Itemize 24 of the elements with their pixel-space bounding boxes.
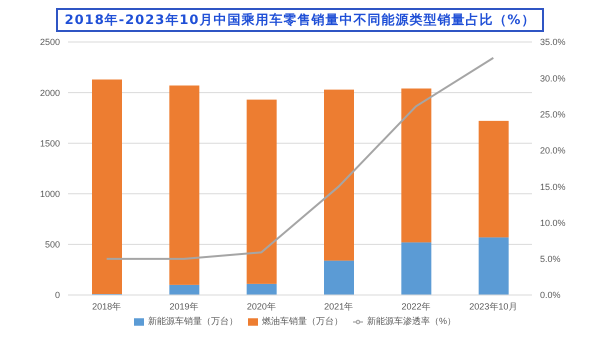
x-tick-label: 2018年 bbox=[92, 301, 122, 312]
y2-tick-label: 30.0% bbox=[540, 73, 566, 84]
legend-label: 新能源车销量（万台） bbox=[148, 316, 238, 326]
x-tick-label: 2019年 bbox=[169, 301, 199, 312]
y2-tick-label: 5.0% bbox=[540, 254, 561, 264]
y-tick-label: 2500 bbox=[40, 37, 60, 48]
y-tick-label: 1500 bbox=[40, 138, 60, 148]
y2-tick-label: 20.0% bbox=[540, 146, 566, 156]
y-tick-label: 2000 bbox=[40, 88, 60, 98]
chart-title: 2018年-2023年10月中国乘用车零售销量中不同能源类型销量占比（%） bbox=[56, 8, 544, 32]
y-tick-label: 1000 bbox=[40, 188, 60, 199]
y2-tick-label: 0.0% bbox=[540, 290, 561, 300]
y2-tick-label: 25.0% bbox=[540, 109, 566, 120]
x-tick-label: 2020年 bbox=[246, 301, 276, 312]
y2-tick-label: 10.0% bbox=[540, 218, 566, 228]
y2-tick-label: 35.0% bbox=[540, 37, 566, 48]
legend-label: 燃油车销量（万台） bbox=[262, 316, 343, 326]
legend-label: 新能源车渗透率（%） bbox=[366, 316, 456, 326]
x-tick-label: 2023年10月 bbox=[469, 301, 518, 312]
x-tick-label: 2022年 bbox=[401, 301, 431, 312]
y-tick-label: 500 bbox=[44, 240, 60, 250]
y-tick-label: 0 bbox=[54, 290, 60, 300]
x-tick-label: 2021年 bbox=[324, 301, 354, 312]
y2-tick-label: 15.0% bbox=[540, 182, 566, 192]
